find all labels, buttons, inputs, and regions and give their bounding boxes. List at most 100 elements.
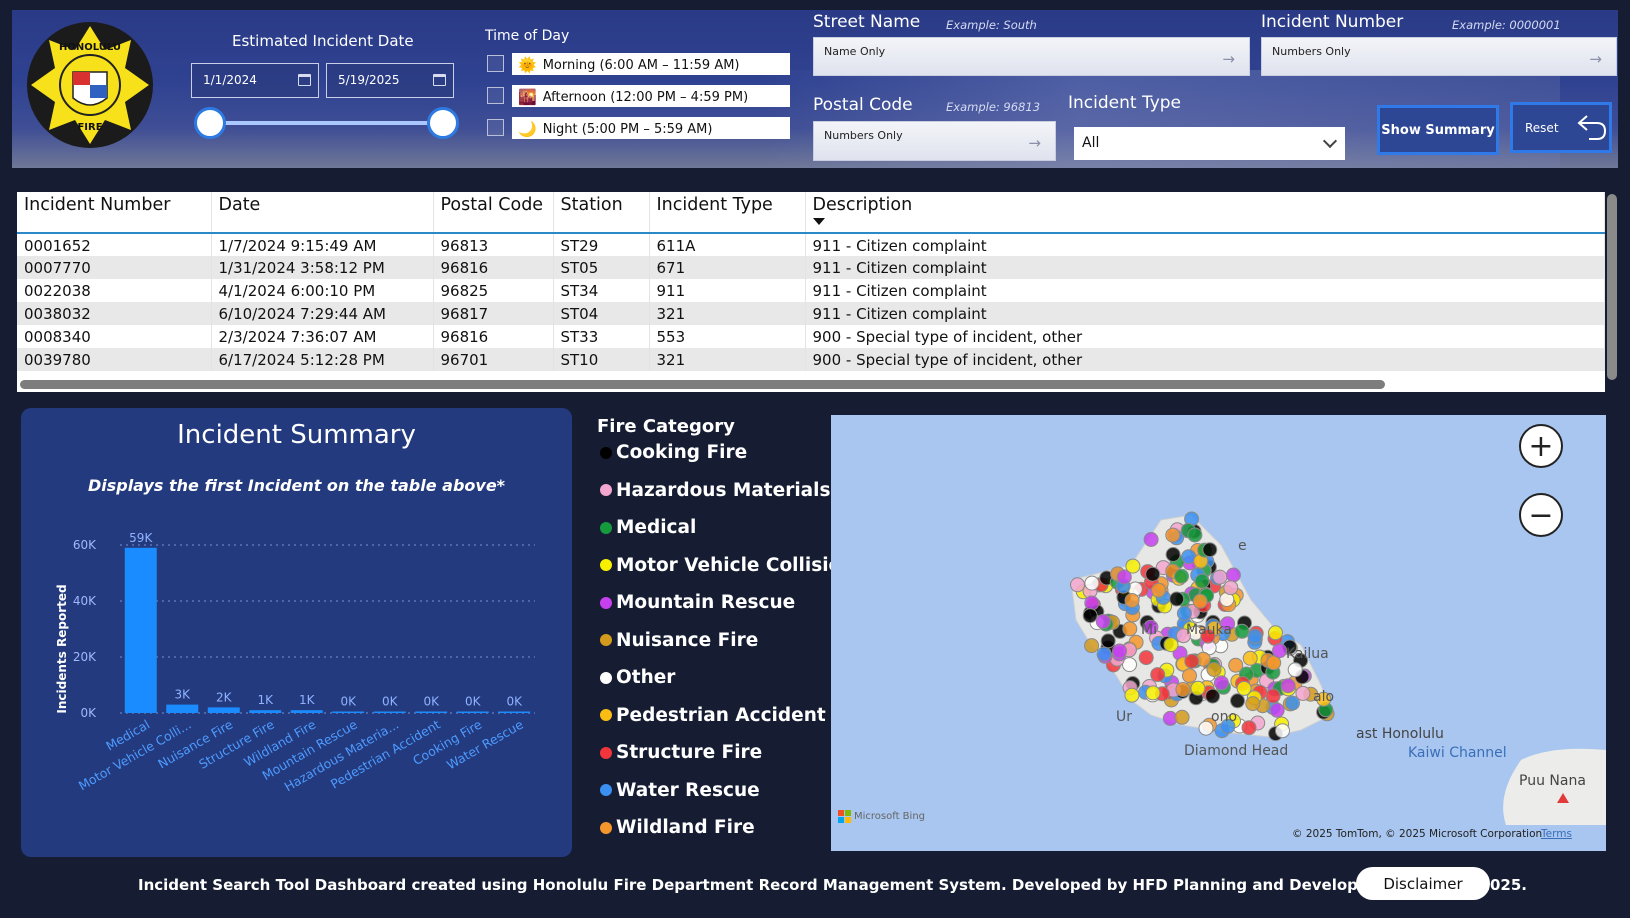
- afternoon-checkbox[interactable]: [487, 87, 504, 104]
- vertical-scroll-thumb[interactable]: [1607, 194, 1617, 380]
- incident-map-marker[interactable]: [1287, 662, 1303, 678]
- incident-map-marker[interactable]: [1223, 580, 1239, 596]
- incident-map-marker[interactable]: [1200, 628, 1216, 644]
- incident-map-marker[interactable]: [1220, 718, 1236, 734]
- incident-map-marker[interactable]: [1247, 628, 1263, 644]
- end-date-input[interactable]: 5/19/2025: [326, 63, 454, 98]
- incident-map-marker[interactable]: [1084, 575, 1100, 591]
- incident-map-marker[interactable]: [1198, 720, 1214, 736]
- incident-map-marker[interactable]: [1206, 662, 1222, 677]
- horizontal-scroll-thumb[interactable]: [20, 380, 1385, 389]
- incident-map-marker[interactable]: [1192, 593, 1208, 609]
- legend-item[interactable]: Nuisance Fire: [600, 630, 758, 651]
- legend-item[interactable]: Medical: [600, 517, 696, 538]
- time-option-morning[interactable]: 🌞 Morning (6:00 AM – 11:59 AM): [512, 53, 790, 75]
- incident-map-marker[interactable]: [1212, 569, 1228, 585]
- incident-map-marker[interactable]: [1242, 650, 1258, 666]
- incident-map-marker[interactable]: [1266, 655, 1282, 671]
- column-header-postal-code[interactable]: Postal Code: [433, 192, 554, 234]
- column-header-incident-type[interactable]: Incident Type: [649, 192, 806, 234]
- calendar-icon[interactable]: [433, 74, 446, 86]
- incident-map-marker[interactable]: [1100, 633, 1116, 649]
- incident-map-marker[interactable]: [1122, 621, 1138, 637]
- incident-map-marker[interactable]: [1116, 569, 1132, 585]
- postal-code-input[interactable]: Numbers Only →: [813, 121, 1056, 161]
- incident-map-marker[interactable]: [1096, 646, 1112, 662]
- legend-item[interactable]: Water Rescue: [600, 780, 760, 801]
- time-option-night[interactable]: 🌙 Night (5:00 PM – 5:59 AM): [512, 117, 790, 139]
- incident-map-marker[interactable]: [1236, 680, 1252, 696]
- map-canvas[interactable]: Mi Mauka Kailua Ur ono alo ast Honolulu …: [831, 415, 1606, 851]
- start-date-input[interactable]: 1/1/2024: [191, 63, 319, 98]
- reset-button[interactable]: Reset: [1510, 102, 1612, 153]
- incident-map-marker[interactable]: [1112, 643, 1128, 659]
- legend-item[interactable]: Cooking Fire: [600, 442, 747, 463]
- column-header-date[interactable]: Date: [211, 192, 434, 234]
- date-range-end-handle[interactable]: [427, 107, 459, 139]
- incident-map-marker[interactable]: [1316, 691, 1332, 707]
- arrow-right-icon[interactable]: →: [1589, 50, 1602, 68]
- incident-map-marker[interactable]: [1234, 623, 1250, 639]
- incident-map-marker[interactable]: [1220, 616, 1236, 632]
- column-header-station[interactable]: Station: [553, 192, 650, 234]
- legend-item[interactable]: Other: [600, 667, 675, 688]
- incident-map-marker[interactable]: [1125, 558, 1141, 574]
- incident-map-marker[interactable]: [1070, 577, 1085, 593]
- incident-map-marker[interactable]: [1190, 680, 1206, 696]
- incident-map-marker[interactable]: [1202, 542, 1218, 558]
- incident-map-marker[interactable]: [1165, 547, 1181, 562]
- date-range-start-handle[interactable]: [194, 107, 226, 139]
- incident-map-marker[interactable]: [1265, 688, 1281, 704]
- incident-map-marker[interactable]: [1268, 625, 1283, 641]
- incident-map-marker[interactable]: [1245, 696, 1261, 712]
- column-header-description[interactable]: Description: [805, 192, 1605, 234]
- legend-item[interactable]: Mountain Rescue: [600, 592, 795, 613]
- arrow-right-icon[interactable]: →: [1222, 50, 1235, 68]
- night-checkbox[interactable]: [487, 119, 504, 136]
- incident-map[interactable]: Mi Mauka Kailua Ur ono alo ast Honolulu …: [831, 415, 1606, 851]
- show-summary-button[interactable]: Show Summary: [1377, 105, 1499, 155]
- incident-map-marker[interactable]: [1150, 667, 1166, 683]
- incident-map-marker[interactable]: [1194, 573, 1210, 589]
- incident-map-marker[interactable]: [1241, 720, 1257, 736]
- incident-map-marker[interactable]: [1174, 568, 1189, 584]
- disclaimer-button[interactable]: Disclaimer: [1356, 867, 1490, 900]
- legend-item[interactable]: Pedestrian Accident: [600, 705, 826, 726]
- incident-map-marker[interactable]: [1280, 678, 1296, 694]
- legend-item[interactable]: Structure Fire: [600, 742, 762, 763]
- incident-map-marker[interactable]: [1124, 687, 1140, 703]
- morning-checkbox[interactable]: [487, 55, 504, 72]
- incident-map-marker[interactable]: [1176, 628, 1191, 644]
- incident-map-marker[interactable]: [1163, 637, 1179, 653]
- incident-map-marker[interactable]: [1205, 688, 1221, 704]
- incident-map-marker[interactable]: [1269, 702, 1285, 718]
- incident-map-marker[interactable]: [1187, 527, 1203, 543]
- incident-map-marker[interactable]: [1151, 582, 1166, 598]
- table-row[interactable]: 0008340 2/3/2024 7:36:07 AM 96816 ST33 553 90…: [17, 325, 1605, 348]
- incident-map-marker[interactable]: [1213, 675, 1229, 691]
- incident-map-marker[interactable]: [1182, 668, 1197, 684]
- incident-map-marker[interactable]: [1228, 657, 1244, 673]
- table-row[interactable]: 0022038 4/1/2024 6:00:10 PM 96825 ST34 911 91…: [17, 279, 1605, 302]
- zoom-out-button[interactable]: −: [1519, 493, 1563, 537]
- incident-map-marker[interactable]: [1145, 685, 1161, 701]
- incident-map-marker[interactable]: [1082, 608, 1098, 624]
- incident-map-marker[interactable]: [1230, 693, 1245, 709]
- incident-map-marker[interactable]: [1169, 591, 1185, 607]
- street-name-input[interactable]: Name Only →: [813, 37, 1250, 76]
- incident-map-marker[interactable]: [1184, 653, 1200, 669]
- incident-map-marker[interactable]: [1084, 595, 1100, 611]
- incident-map-marker[interactable]: [1175, 682, 1191, 697]
- incident-map-marker[interactable]: [1143, 532, 1159, 547]
- incident-map-marker[interactable]: [1225, 567, 1241, 583]
- incident-map-marker[interactable]: [1165, 527, 1181, 543]
- incident-map-marker[interactable]: [1095, 614, 1111, 629]
- calendar-icon[interactable]: [298, 74, 311, 86]
- incident-map-marker[interactable]: [1122, 657, 1137, 673]
- incident-map-marker[interactable]: [1124, 593, 1140, 608]
- incident-number-input[interactable]: Numbers Only →: [1261, 37, 1617, 76]
- table-row[interactable]: 0038032 6/10/2024 7:29:44 AM 96817 ST04 321 9…: [17, 302, 1605, 325]
- incident-map-marker[interactable]: [1084, 638, 1100, 654]
- sort-descending-icon[interactable]: [812, 218, 825, 225]
- terms-link[interactable]: Terms: [1541, 828, 1572, 840]
